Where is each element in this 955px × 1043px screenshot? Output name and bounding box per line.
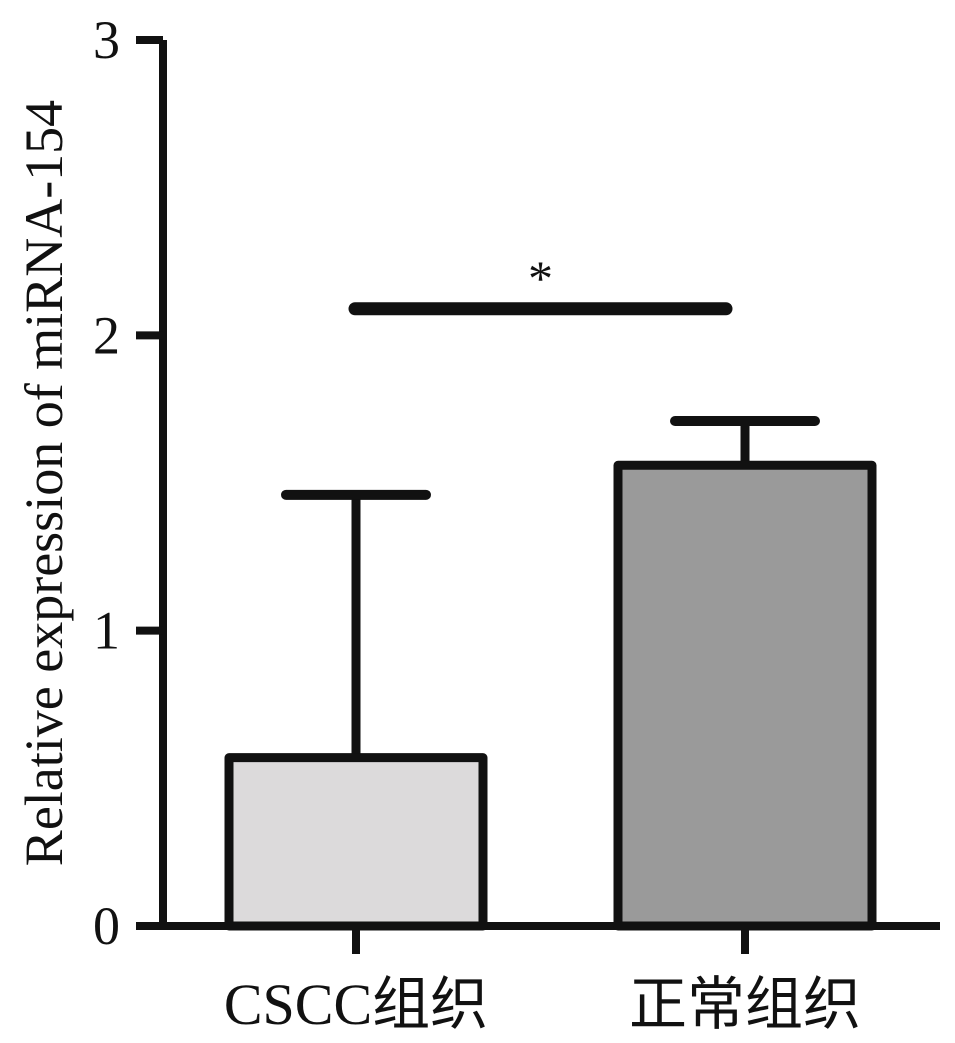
y-tick-label: 1 — [93, 601, 120, 661]
category-label: 正常组织 — [629, 972, 861, 1037]
significance-star: * — [528, 250, 553, 306]
bar — [224, 753, 488, 931]
significance-annotation: * — [348, 250, 733, 316]
bars — [224, 415, 877, 931]
y-tick-label: 0 — [93, 896, 120, 956]
y-axis-title: Relative expression of miRNA-154 — [14, 100, 74, 866]
category-label: CSCC组织 — [224, 972, 488, 1037]
y-tick-label: 3 — [93, 10, 120, 70]
y-ticks: 0 1 2 3 — [93, 10, 163, 956]
category-labels: CSCC组织 正常组织 — [224, 926, 861, 1037]
y-tick-label: 2 — [93, 305, 120, 365]
bar — [613, 460, 877, 931]
